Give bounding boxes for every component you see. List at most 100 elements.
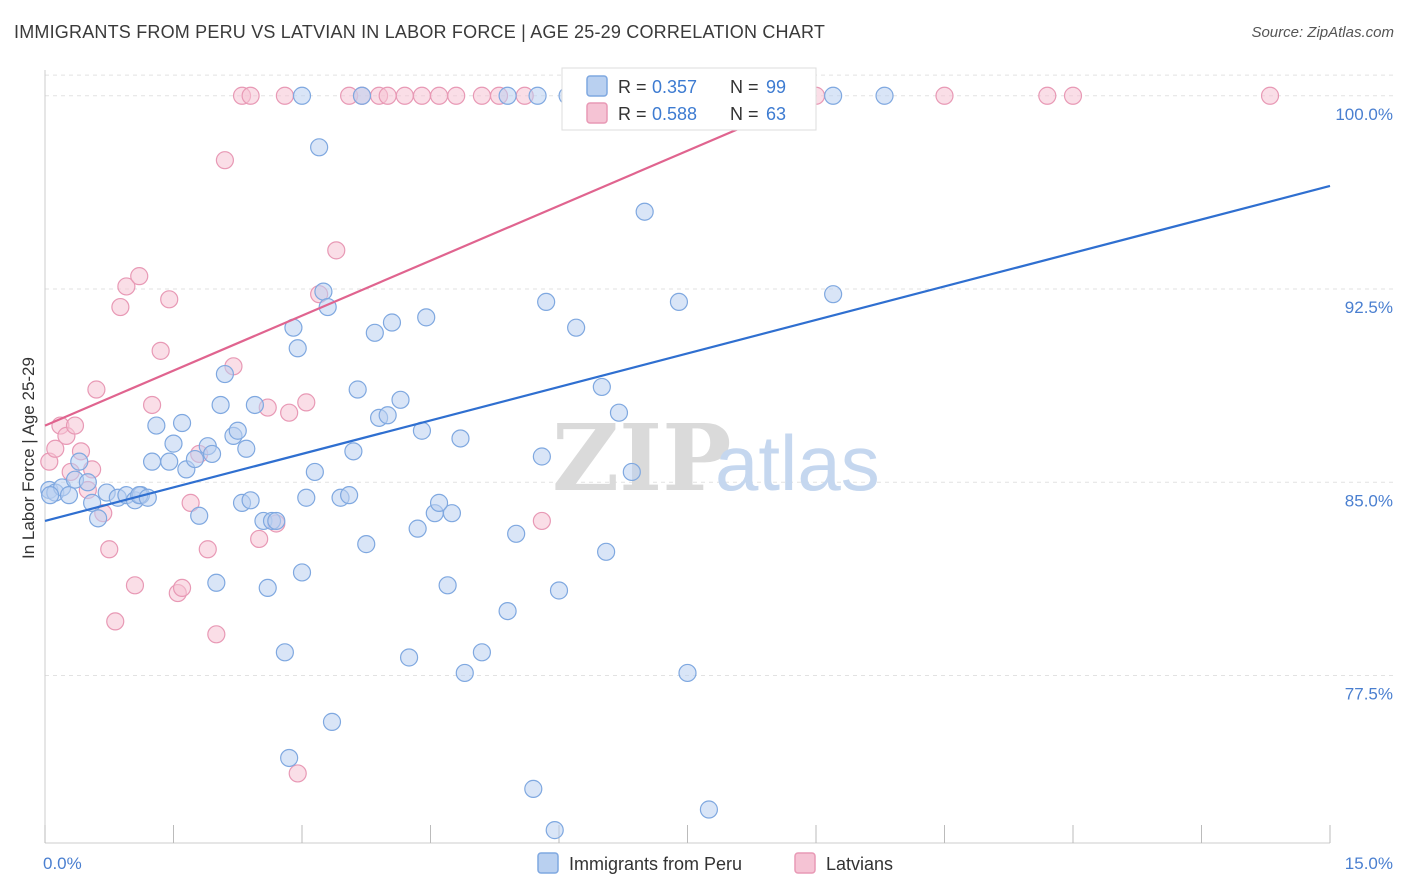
point-latvians [280, 403, 299, 422]
point-latvians [151, 341, 170, 360]
bottom-legend-swatch-peru [537, 852, 559, 874]
point-latvians [395, 86, 414, 105]
point-peru [228, 421, 247, 440]
point-peru [399, 648, 419, 667]
point-peru [297, 488, 316, 507]
point-latvians [181, 493, 200, 512]
point-peru [408, 519, 427, 538]
point-peru [340, 486, 359, 505]
point-latvians [1260, 86, 1280, 105]
point-latvians [1038, 86, 1057, 105]
point-peru [89, 509, 108, 528]
legend-n-value-peru: 99 [766, 77, 786, 97]
chart-title: IMMIGRANTS FROM PERU VS LATVIAN IN LABOR… [14, 22, 826, 42]
point-peru [391, 390, 410, 409]
bottom-legend-label-latvians: Latvians [826, 854, 893, 874]
point-latvians [87, 380, 106, 399]
point-peru [824, 285, 843, 304]
y-tick-label: 85.0% [1345, 491, 1393, 510]
point-peru [172, 413, 192, 433]
point-latvians [275, 86, 294, 105]
point-latvians [111, 297, 130, 317]
legend-r-label-latvians: R = [618, 104, 647, 124]
point-peru [258, 578, 277, 598]
y-axis-label: In Labor Force | Age 25-29 [19, 357, 38, 559]
point-peru [59, 486, 79, 505]
point-peru [202, 444, 222, 464]
point-peru [237, 439, 256, 458]
point-peru [378, 406, 397, 425]
point-latvians [130, 267, 149, 286]
point-latvians [1063, 86, 1083, 105]
watermark-zip: ZIP [552, 404, 731, 512]
point-latvians [250, 529, 269, 549]
point-peru [567, 318, 586, 337]
point-peru [245, 395, 264, 415]
y-tick-label: 92.5% [1345, 298, 1393, 317]
point-peru [314, 282, 333, 301]
legend-r-value-peru: 0.357 [652, 77, 697, 97]
point-latvians [297, 393, 316, 412]
point-latvians [100, 540, 119, 559]
point-latvians [532, 511, 551, 531]
legend-n-value-latvians: 63 [766, 104, 786, 124]
point-latvians [106, 612, 125, 631]
point-peru [498, 601, 517, 621]
point-peru [417, 308, 436, 327]
point-peru [597, 542, 616, 561]
y-tick-label: 77.5% [1345, 685, 1393, 704]
point-latvians [160, 290, 179, 309]
point-latvians [327, 241, 346, 260]
point-peru [267, 511, 286, 531]
legend-r-value-latvians: 0.588 [652, 104, 697, 124]
watermark: ZIP atlas [552, 404, 880, 512]
point-peru [280, 748, 299, 768]
point-peru [669, 292, 689, 311]
point-peru [292, 563, 312, 582]
point-peru [875, 86, 894, 105]
point-peru [498, 86, 517, 105]
point-peru [275, 643, 294, 662]
point-latvians [46, 439, 65, 458]
legend-box: R = 0.357 N = 99 R = 0.588 N = 63 [561, 67, 817, 131]
point-peru [622, 462, 641, 482]
point-peru [507, 524, 526, 543]
point-latvians [198, 540, 217, 559]
point-peru [147, 416, 166, 435]
point-peru [142, 452, 162, 471]
bottom-legend: Immigrants from Peru Latvians [537, 852, 893, 874]
point-peru [185, 449, 205, 469]
point-peru [190, 506, 209, 525]
point-peru [824, 86, 843, 105]
point-latvians [241, 86, 260, 105]
point-peru [609, 403, 629, 422]
point-peru [532, 447, 551, 466]
point-peru [438, 576, 457, 595]
legend-swatch-peru [586, 75, 608, 97]
point-peru [352, 86, 372, 105]
point-latvians [447, 86, 466, 105]
legend-n-label-peru: N = [730, 77, 759, 97]
point-peru [382, 313, 402, 332]
point-peru [537, 292, 556, 311]
point-peru [310, 138, 329, 157]
point-peru [528, 86, 547, 105]
point-latvians [215, 151, 234, 170]
axes [44, 70, 1331, 844]
trend-line-latvians [44, 94, 817, 427]
point-peru [429, 493, 449, 512]
bottom-legend-swatch-latvians [794, 852, 816, 874]
point-peru [344, 442, 363, 461]
point-peru [292, 86, 312, 105]
point-peru [357, 535, 376, 554]
point-peru [592, 377, 611, 397]
point-latvians [472, 86, 491, 105]
legend-r-label-peru: R = [618, 77, 647, 97]
point-peru [70, 452, 89, 471]
x-tick-label-max: 15.0% [1345, 854, 1393, 873]
point-latvians [288, 764, 307, 783]
trend-lines [44, 94, 1331, 522]
point-peru [78, 473, 97, 492]
point-latvians [412, 86, 432, 105]
